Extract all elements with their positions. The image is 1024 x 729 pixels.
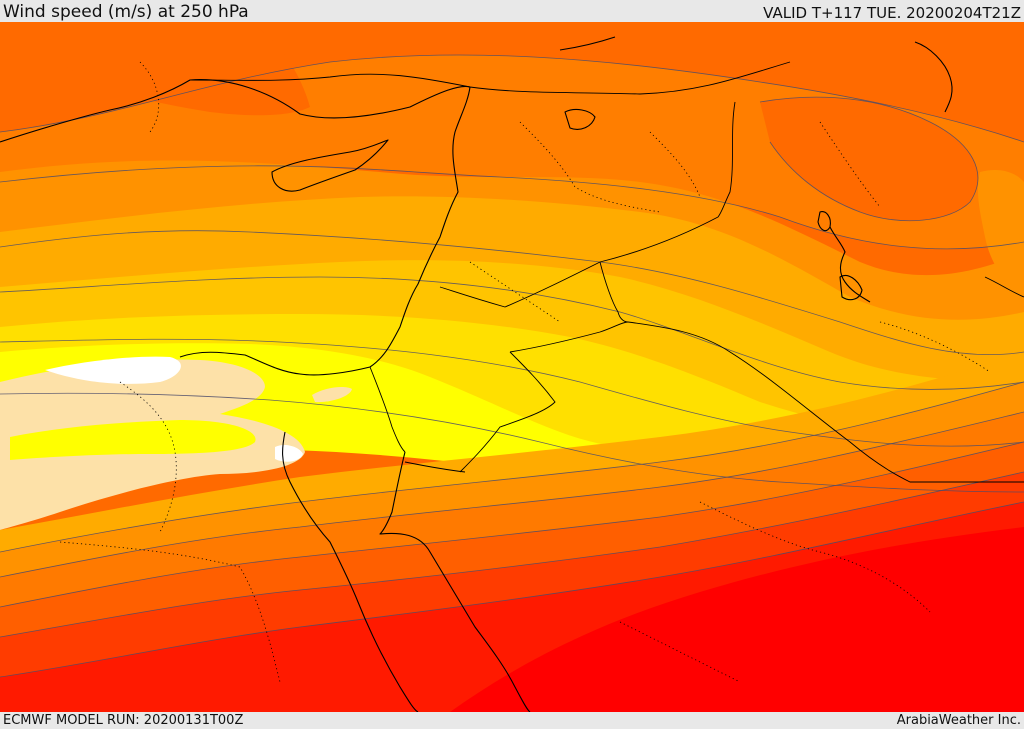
valid-time: VALID T+117 TUE. 20200204T21Z <box>763 4 1021 22</box>
band-south-1 <box>0 352 1024 552</box>
patch-pale-sinai <box>312 387 352 403</box>
model-run: ECMWF MODEL RUN: 20200131T00Z <box>3 713 244 728</box>
credit-text: ArabiaWeather Inc. <box>896 713 1021 728</box>
band-south-4 <box>0 442 1024 637</box>
band-south-3 <box>0 412 1024 607</box>
band-south-5 <box>0 472 1024 677</box>
wind-speed-map-svg <box>0 22 1024 712</box>
patch-ne-orange <box>760 97 978 221</box>
country-borders <box>189 61 1024 483</box>
footer-bar: ECMWF MODEL RUN: 20200131T00Z ArabiaWeat… <box>0 712 1024 729</box>
band-south-core <box>450 527 1024 712</box>
patch-e-right <box>977 170 1024 292</box>
wind-speed-map <box>0 22 1024 712</box>
band-pale-yellow-inset <box>10 420 256 460</box>
map-title: Wind speed (m/s) at 250 hPa <box>3 2 249 22</box>
patch-white-gulf <box>275 444 303 462</box>
admin-boundaries <box>59 61 991 683</box>
patch-white-west <box>45 356 181 384</box>
header-bar: Wind speed (m/s) at 250 hPa VALID T+117 … <box>0 0 1024 22</box>
patch-nw-orange <box>60 22 310 116</box>
band-south-2 <box>0 382 1024 577</box>
contour-lines <box>0 54 1024 678</box>
